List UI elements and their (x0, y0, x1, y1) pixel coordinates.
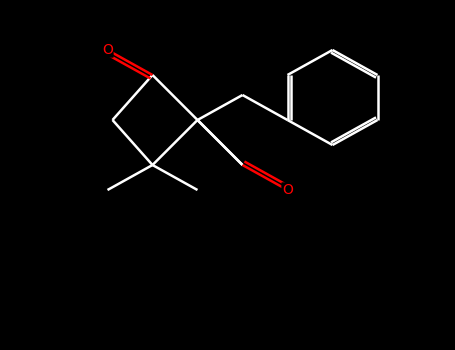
Text: O: O (102, 43, 113, 57)
Text: O: O (282, 183, 293, 197)
